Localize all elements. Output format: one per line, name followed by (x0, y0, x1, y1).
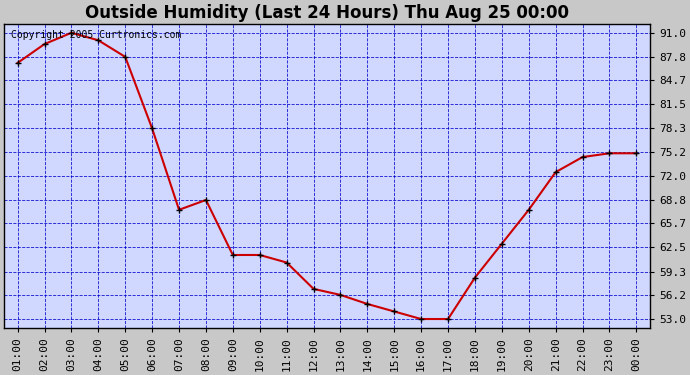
Title: Outside Humidity (Last 24 Hours) Thu Aug 25 00:00: Outside Humidity (Last 24 Hours) Thu Aug… (85, 4, 569, 22)
Text: Copyright 2005 Curtronics.com: Copyright 2005 Curtronics.com (10, 30, 181, 40)
